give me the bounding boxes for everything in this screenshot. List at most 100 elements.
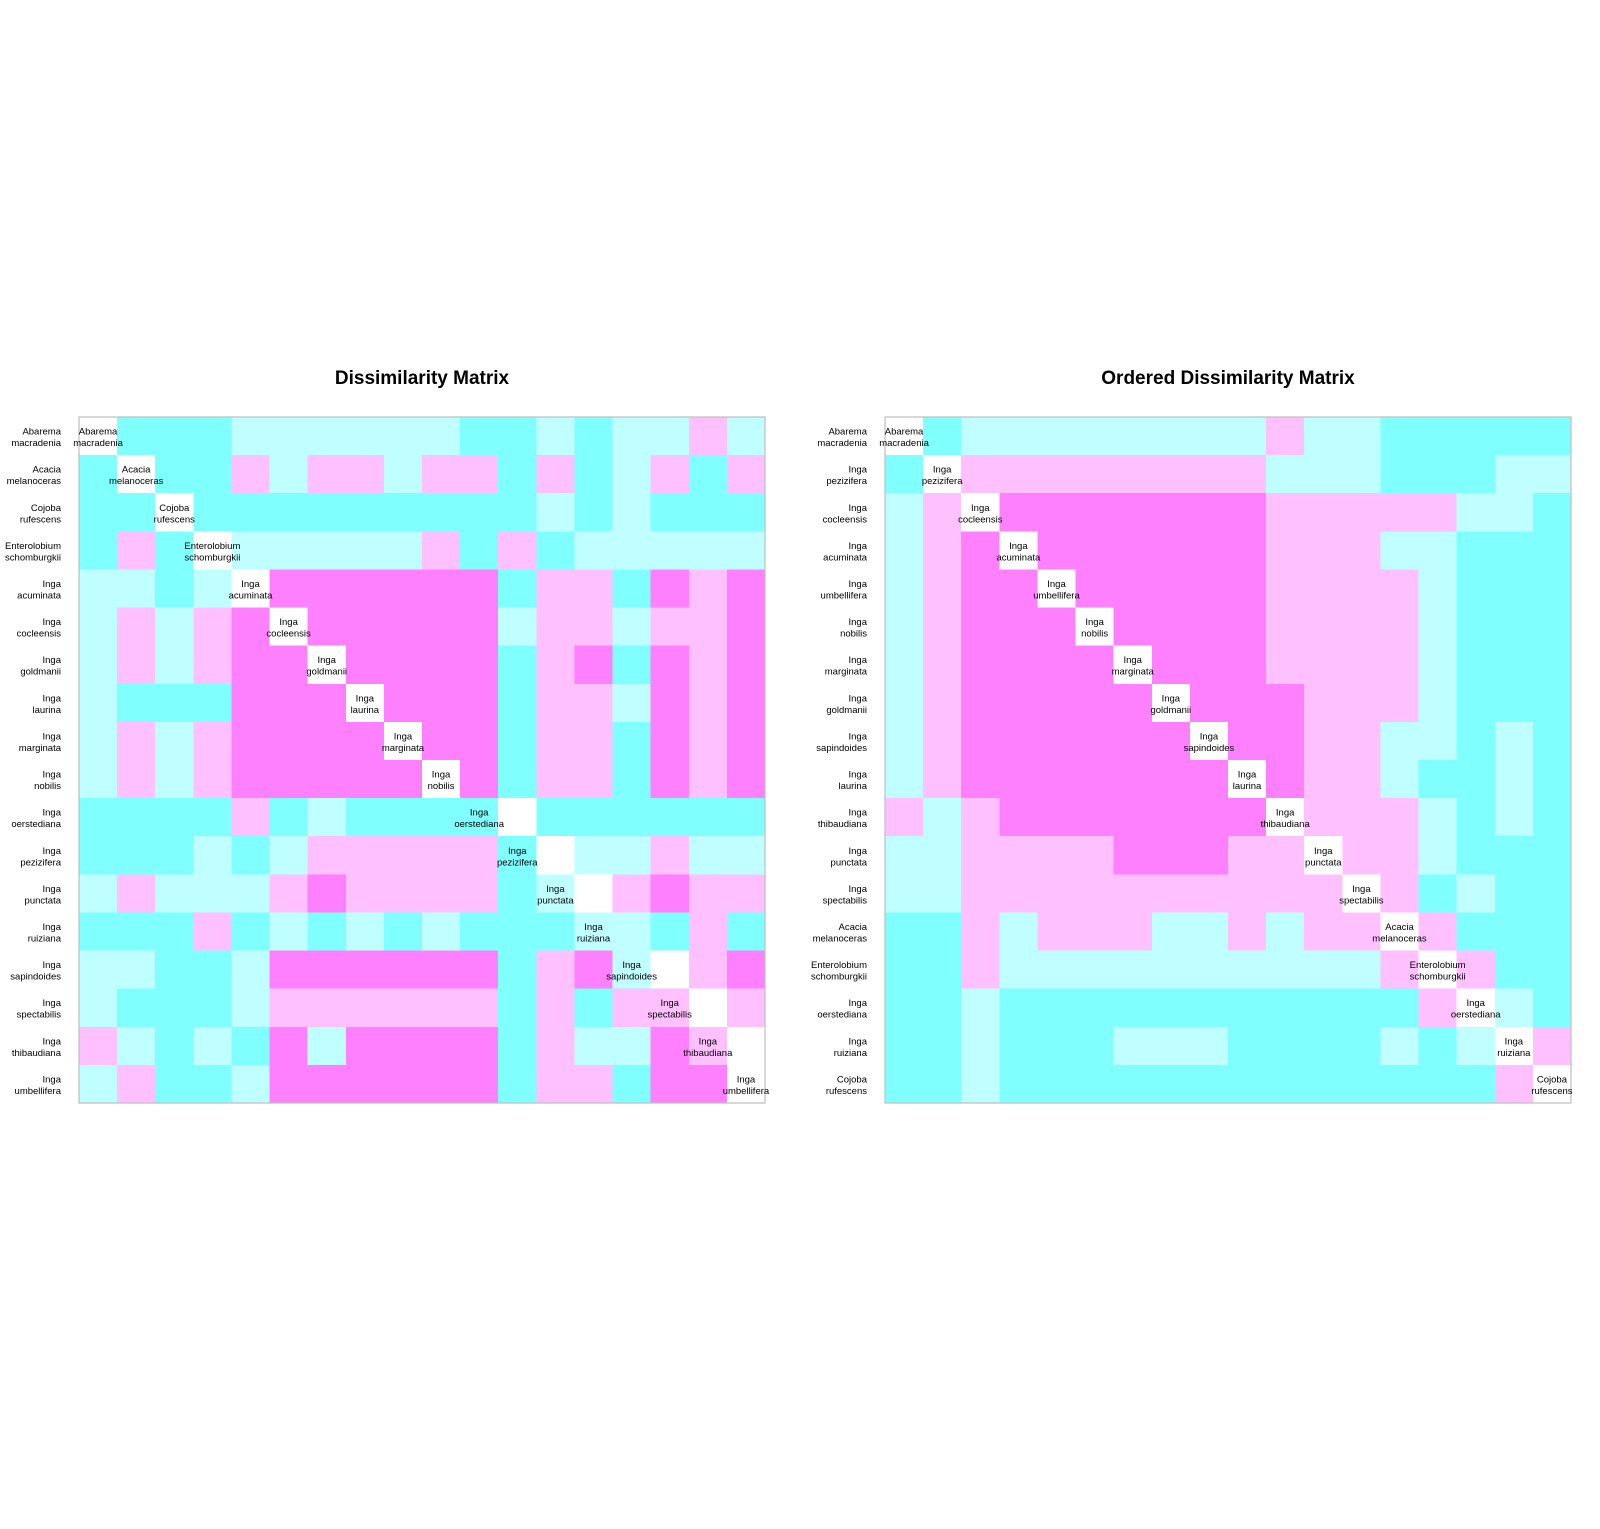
- heatmap-cell: [689, 912, 728, 951]
- heatmap-cell: [1533, 646, 1572, 685]
- heatmap-cell: [422, 646, 461, 685]
- heatmap-cell: [1342, 951, 1381, 990]
- heatmap-cell: [155, 798, 194, 837]
- heatmap-cell: [1190, 608, 1229, 647]
- row-label: Enterolobium schomburgkii: [811, 960, 867, 983]
- heatmap-cell: [885, 1065, 924, 1104]
- heatmap-cell: [422, 1027, 461, 1066]
- heatmap-cell: [1533, 531, 1572, 570]
- heatmap-cell: [1037, 989, 1076, 1028]
- heatmap-cell: [422, 417, 461, 456]
- heatmap-cell: [1076, 455, 1115, 494]
- heatmap-cell: [999, 684, 1038, 723]
- heatmap-cell: [1533, 760, 1572, 799]
- heatmap-cell: [1114, 912, 1153, 951]
- heatmap-cell: [1114, 836, 1153, 875]
- heatmap-cell: [1495, 531, 1534, 570]
- heatmap-cell: [498, 646, 537, 685]
- heatmap-cell: [999, 989, 1038, 1028]
- heatmap-cell: [536, 646, 575, 685]
- heatmap-cell: [155, 989, 194, 1028]
- heatmap-cell: [613, 646, 652, 685]
- heatmap-cell: [885, 1027, 924, 1066]
- heatmap-cell: [498, 1027, 537, 1066]
- heatmap-cell: [1152, 608, 1191, 647]
- heatmap-cell: [1419, 493, 1458, 532]
- row-label: Inga oerstediana: [11, 808, 61, 831]
- heatmap-cell: [727, 417, 766, 456]
- heatmap-cell: [651, 760, 690, 799]
- heatmap-cell: [689, 646, 728, 685]
- heatmap-cell: [1190, 1027, 1229, 1066]
- heatmap-cell: [651, 722, 690, 761]
- heatmap-cell: [1037, 684, 1076, 723]
- heatmap-cell: [961, 989, 1000, 1028]
- heatmap-cell: [885, 455, 924, 494]
- heatmap-cell: [1380, 874, 1419, 913]
- heatmap-cell: [1342, 1065, 1381, 1104]
- heatmap-cell: [1037, 951, 1076, 990]
- heatmap-cell: [651, 684, 690, 723]
- heatmap-cell: [117, 874, 156, 913]
- heatmap-cell: [231, 1065, 270, 1104]
- heatmap-cell: [1495, 951, 1534, 990]
- heatmap-cell: [1266, 722, 1305, 761]
- heatmap-cell: [574, 836, 613, 875]
- heatmap-cell: [384, 951, 423, 990]
- heatmap-cell: [1342, 531, 1381, 570]
- heatmap-cell: [422, 1065, 461, 1104]
- heatmap-cell: [961, 874, 1000, 913]
- heatmap-cell: [1419, 1027, 1458, 1066]
- heatmap-cell: [1457, 760, 1496, 799]
- heatmap-cell: [79, 798, 118, 837]
- heatmap-cell: [155, 417, 194, 456]
- heatmap-cell: [1380, 684, 1419, 723]
- heatmap-cell: [1342, 684, 1381, 723]
- heatmap-cell: [422, 684, 461, 723]
- heatmap-cell: [574, 989, 613, 1028]
- heatmap-cell: [613, 836, 652, 875]
- heatmap-cell: [999, 951, 1038, 990]
- heatmap-cell: [536, 455, 575, 494]
- heatmap-cell: [1076, 798, 1115, 837]
- row-label: Inga marginata: [825, 655, 868, 678]
- heatmap-cell: [1228, 684, 1267, 723]
- heatmap-cell: [1266, 1065, 1305, 1104]
- heatmap-cell: [961, 569, 1000, 608]
- heatmap-cell: [346, 493, 385, 532]
- heatmap-cell: [1342, 569, 1381, 608]
- heatmap-cell: [727, 608, 766, 647]
- heatmap-cell: [1114, 760, 1153, 799]
- heatmap-cell: [536, 531, 575, 570]
- heatmap-cell: [155, 951, 194, 990]
- heatmap-cell: [1342, 608, 1381, 647]
- heatmap-cell: [1076, 1065, 1115, 1104]
- heatmap-cell: [79, 493, 118, 532]
- heatmap-cell: [689, 417, 728, 456]
- heatmap-cell: [270, 646, 309, 685]
- heatmap-cell: [1457, 646, 1496, 685]
- heatmap-cell: [1304, 951, 1343, 990]
- heatmap-cell: [498, 1065, 537, 1104]
- heatmap-cell: [231, 455, 270, 494]
- heatmap-cell: [727, 760, 766, 799]
- heatmap-cell: [1419, 646, 1458, 685]
- heatmap-cell: [613, 760, 652, 799]
- heatmap-cell: [923, 569, 962, 608]
- heatmap-cell: [79, 684, 118, 723]
- heatmap-cell: [727, 493, 766, 532]
- heatmap-cell: [308, 455, 347, 494]
- heatmap-cell: [270, 951, 309, 990]
- heatmap-cell: [1152, 531, 1191, 570]
- heatmap-cell: [270, 798, 309, 837]
- heatmap-cell: [923, 798, 962, 837]
- heatmap-cell: [1190, 646, 1229, 685]
- heatmap-cell: [460, 1027, 499, 1066]
- heatmap-cell: [498, 493, 537, 532]
- heatmap-cell: [1457, 531, 1496, 570]
- heatmap-cell: [1228, 646, 1267, 685]
- heatmap-cell: [651, 951, 690, 990]
- row-label: Inga oerstediana: [817, 998, 867, 1021]
- heatmap-cell: [1114, 684, 1153, 723]
- heatmap-cell: [885, 646, 924, 685]
